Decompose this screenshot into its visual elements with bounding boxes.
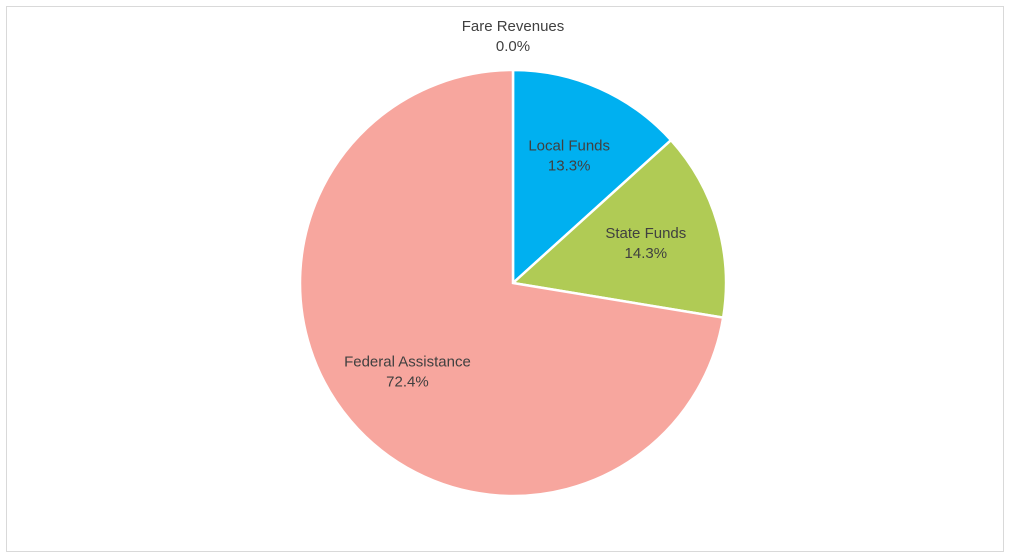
slice-label: Local Funds — [528, 137, 610, 154]
slice-label: Federal Assistance — [344, 354, 471, 371]
slice-value: 72.4% — [386, 374, 429, 391]
slice-value: 13.3% — [548, 157, 591, 174]
pie-slice — [298, 68, 725, 498]
pie-slice — [510, 138, 728, 320]
slice-value: 14.3% — [625, 245, 668, 262]
slice-label: State Funds — [605, 225, 686, 242]
slice-value: 0.0% — [496, 38, 530, 55]
slice-label: Fare Revenues — [462, 18, 565, 35]
pie-slice — [511, 68, 673, 286]
